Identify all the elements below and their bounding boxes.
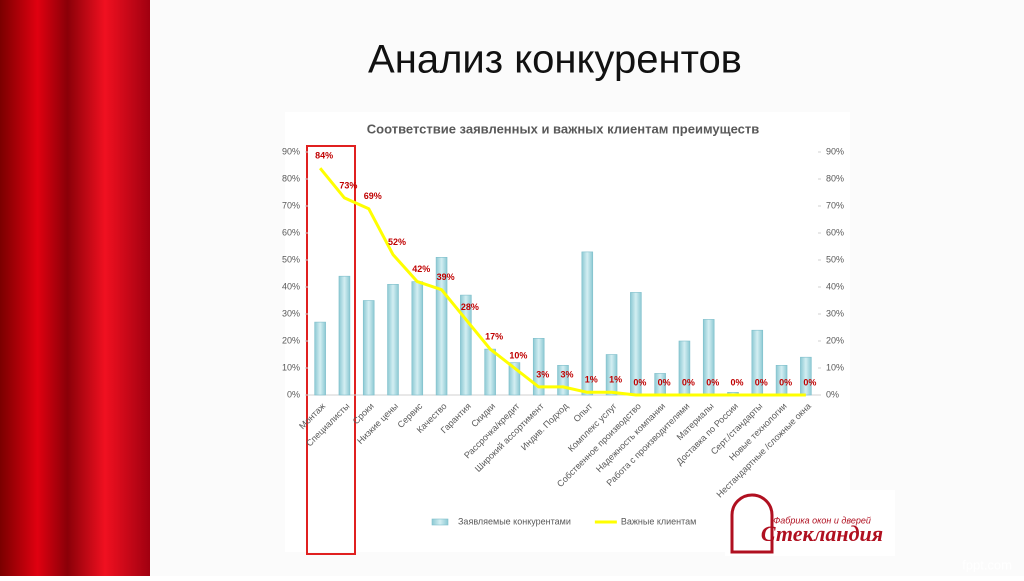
line [318, 167, 806, 397]
value-label: 10% [509, 350, 527, 360]
logo: Фабрика окон и дверей Стекландия [725, 490, 895, 556]
bar [387, 283, 399, 396]
y2-tick-label: 70% [826, 200, 844, 210]
value-label: 69% [364, 191, 382, 201]
value-label: 0% [755, 377, 768, 387]
bar [484, 348, 496, 396]
bar [605, 354, 618, 396]
y2-tick-label: 50% [826, 254, 844, 264]
bar [557, 364, 569, 396]
value-label: 1% [585, 375, 598, 385]
y2-tick-label: 40% [826, 281, 844, 291]
value-label: 1% [609, 375, 622, 385]
legend-swatch [431, 518, 449, 526]
bar [508, 362, 521, 396]
value-label: 42% [412, 264, 430, 274]
y-tick-label: 70% [282, 200, 300, 210]
value-label: 0% [633, 377, 646, 387]
y-tick-label: 10% [282, 362, 300, 372]
bar [435, 256, 448, 396]
legend-label: Важные клиентам [621, 516, 696, 526]
value-label: 0% [706, 377, 719, 387]
value-label: 28% [461, 302, 479, 312]
bar [460, 294, 472, 396]
y-tick-label: 0% [287, 389, 300, 399]
highlight-box [306, 145, 356, 555]
value-label: 0% [682, 377, 695, 387]
y-tick-label: 90% [282, 146, 300, 156]
y2-tick-label: 10% [826, 362, 844, 372]
watermark: fppt.com [962, 557, 1012, 572]
bar [411, 281, 424, 396]
y-tick-label: 20% [282, 335, 300, 345]
y-tick-label: 60% [282, 227, 300, 237]
bar [581, 251, 594, 396]
y-tick-label: 80% [282, 173, 300, 183]
bar [362, 300, 375, 396]
y2-tick-label: 80% [826, 173, 844, 183]
value-label: 0% [658, 377, 671, 387]
value-label: 3% [536, 369, 549, 379]
value-label: 52% [388, 237, 406, 247]
value-label: 17% [485, 331, 503, 341]
y2-tick-label: 90% [826, 146, 844, 156]
value-label: 84% [315, 151, 333, 161]
logo-bg [725, 490, 895, 556]
y2-tick-label: 0% [826, 389, 839, 399]
bar [338, 275, 351, 396]
value-label: 39% [437, 272, 455, 282]
slide-title: Анализ конкурентов [368, 38, 742, 82]
logo-name: Стекландия [761, 521, 883, 546]
bar [314, 321, 326, 396]
logo-tagline: Фабрика окон и дверей [773, 515, 871, 525]
legend-label: Заявляемые конкурентами [458, 516, 571, 526]
bar [532, 337, 545, 396]
y2-tick-label: 20% [826, 335, 844, 345]
chart-title: Соответствие заявленных и важных клиента… [367, 121, 760, 136]
value-label: 0% [803, 377, 816, 387]
logo-window [730, 493, 774, 554]
value-label: 73% [339, 180, 357, 190]
bar [800, 356, 812, 396]
y-tick-label: 40% [282, 281, 300, 291]
y2-tick-label: 30% [826, 308, 844, 318]
value-label: 3% [560, 369, 573, 379]
value-label: 0% [779, 377, 792, 387]
curtain [0, 0, 150, 576]
value-label: 0% [730, 377, 743, 387]
y2-tick-label: 60% [826, 227, 844, 237]
y-tick-label: 50% [282, 254, 300, 264]
y-tick-label: 30% [282, 308, 300, 318]
